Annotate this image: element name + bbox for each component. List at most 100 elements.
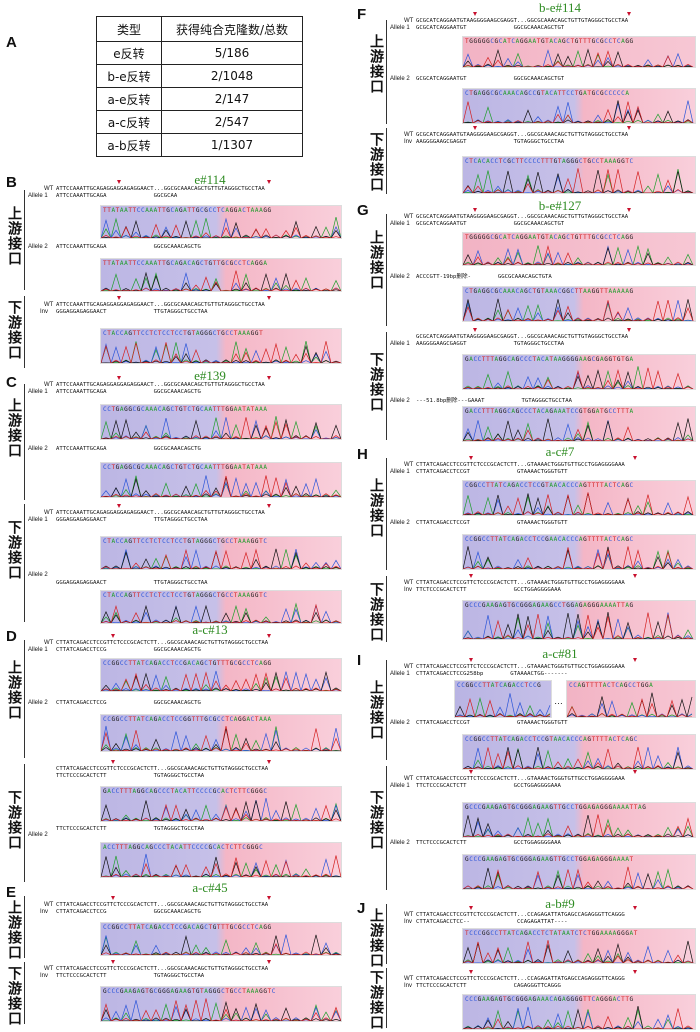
chromatogram-waveform — [463, 746, 694, 769]
wt-label: WT — [44, 640, 54, 646]
table-row: a-b反转 1/1307 — [96, 133, 303, 157]
chromatogram-curve — [463, 1008, 694, 1029]
chromatogram-curve — [101, 417, 341, 439]
chromatogram-curve — [101, 223, 341, 238]
sequence-allele2: ATTCCAAATTGCAGA GGCGCAAACAGCTG — [56, 244, 201, 250]
chromatogram-waveform — [463, 48, 694, 67]
sequence-wt: CTTATCAGACCTCCGTTCTCCCGCACTCTT...GGCGCAA… — [56, 902, 269, 908]
sequence-allele2: GCGCATCAGGAATGT GGCGCAAACAGCTGT — [416, 76, 565, 82]
side-label-down: 下游接口 — [6, 966, 22, 1026]
chromatogram-curve — [463, 244, 694, 265]
chromatogram-waveform — [101, 670, 341, 691]
chromatogram-trace: CCGGCCTTATCAGACCTCCGGTTTGCGCCTCAGGACTAAA — [100, 714, 342, 752]
sequence-allele1: AAGGGGAAGCGAGGT TGTAGGGCTGCCTAA — [416, 341, 565, 347]
table-row: e反转 5/186 — [96, 41, 303, 65]
sequence-wt: GCGCATCAGGAATGTAAGGGGAAGCGAGGT...GGCGCAA… — [416, 334, 629, 340]
side-divider — [386, 576, 387, 642]
side-label-up: 上游接口 — [368, 34, 384, 94]
cut-site-marker — [267, 760, 271, 764]
chromatogram-trace: CCTGAGGCGCAAACAGCTGTCTGCAATTTGGAATATAAA — [100, 462, 342, 498]
inv-label: Inv — [404, 983, 413, 989]
wt-label: WT — [404, 580, 414, 586]
sequence-inv: CTTATCAGACCTCCG GGCGCAAACAGCTG — [56, 909, 201, 915]
allele2-label: Allele 2 — [28, 832, 48, 838]
chromatogram-waveform — [463, 814, 694, 837]
chromatogram-curve — [101, 934, 341, 955]
sequence-inv: TTCTCCCGCACTCTT CAGAGGGTTCAGGG — [416, 983, 561, 989]
sequence-allele2: CTTATCAGACCTCCG GGCGCAAACAGCTG — [56, 700, 201, 706]
chromatogram-waveform — [463, 866, 694, 889]
trace-sequence: CCCGAAGAGTGCGGGAGAAACAGAGGGGTTCAGGGACTTG — [465, 996, 634, 1003]
chromatogram-curve — [101, 417, 341, 439]
wt-label: WT — [404, 18, 414, 24]
cut-site-marker — [473, 328, 477, 332]
chromatogram-curve — [463, 546, 694, 569]
chromatogram-waveform — [463, 492, 694, 515]
chromatogram-curve — [463, 300, 694, 321]
chromatogram-trace: CCGGCCTTATCAGACCTCCG — [454, 680, 552, 718]
side-divider — [24, 640, 25, 758]
trace-sequence: CGGCCTTATCAGACCTCCGTAACACCCAGTTTTACTCAGC — [465, 482, 634, 489]
table-row: a-e反转 2/147 — [96, 87, 303, 111]
sequence-wt: GCGCATCAGGAATGTAAGGGGAAGCGAGGT...GGCGCAA… — [416, 18, 629, 24]
chromatogram-waveform — [463, 298, 694, 321]
trace-sequence: TCCCGGCCTTATCAGACCTCTATAATCTCTGGAAAAGGGA… — [465, 930, 638, 937]
table-cell: b-e反转 — [96, 64, 162, 88]
wt-label: WT — [44, 382, 54, 388]
sequence-allele1: GCGCATCAGGAATGT GGCGCAAACAGCTGT — [416, 25, 565, 31]
wt-label: WT — [44, 186, 54, 192]
sequence-wt: ATTCCAAATTGCAGAGGAGGAGAGGAACT...GGCGCAAA… — [56, 510, 265, 516]
chromatogram-curve — [463, 170, 694, 193]
side-divider — [386, 458, 387, 570]
chromatogram-curve — [463, 168, 694, 193]
chromatogram-curve — [101, 798, 341, 821]
cut-site-marker — [469, 906, 473, 910]
trace-sequence: CCGGCCTTATCAGACCTCCGTAACACCCAGTTTTACTCAG… — [465, 736, 638, 743]
trace-sequence: TGGGGGCGCATCAGGAATGTACAGCTGTTTGCGCCTCAGG — [465, 38, 634, 45]
panel-letter-d: D — [6, 628, 17, 645]
chromatogram-curve — [463, 50, 694, 67]
chromatogram-curve — [463, 1008, 694, 1029]
chromatogram-curve — [101, 855, 341, 877]
chromatogram-waveform — [463, 418, 694, 441]
allele2-label: Allele 2 — [28, 572, 48, 578]
trace-sequence: GCCCGAAGAGTGCGGGAGAAGTTGCCTGGAGAGGGAAAAT — [465, 856, 634, 863]
cut-site-marker — [111, 896, 115, 900]
allele2-label: Allele 2 — [390, 520, 410, 526]
cut-site-marker — [111, 960, 115, 964]
side-label-up: 上游接口 — [6, 206, 22, 266]
chromatogram-trace: CTACCAGTTCCTCTCCTCCTGTAGGGCTGCCTAAAGGT — [100, 328, 342, 364]
allele2-label: Allele 2 — [390, 720, 410, 726]
wt-label: WT — [404, 462, 414, 468]
table-cell: a-e反转 — [96, 87, 162, 111]
chromatogram-curve — [101, 416, 341, 439]
chromatogram-curve — [463, 366, 694, 389]
chromatogram-curve — [101, 548, 341, 569]
chromatogram-waveform — [567, 692, 693, 717]
cut-site-marker — [633, 906, 637, 910]
allele1-label: Allele 1 — [390, 221, 410, 227]
chromatogram-curve — [463, 367, 694, 389]
sequence-allele1: ATTCCAAATTGCAGA GGCGCAAACAGCTG — [56, 389, 201, 395]
chromatogram-waveform — [101, 416, 341, 439]
table-cell: e反转 — [96, 41, 162, 65]
wt-label: WT — [44, 966, 54, 972]
sequence-allele1: TTCTCCCGCACTCTT TGTAGGGCTGCCTAA — [56, 773, 205, 779]
allele1-label: Allele 1 — [390, 341, 410, 347]
sequence-allele2: ACCCGTT-19bp删除- GGCGCAAACAGCTGTA — [416, 274, 552, 280]
side-divider — [386, 20, 387, 124]
side-divider — [386, 968, 387, 1028]
chromatogram-curve — [463, 866, 694, 889]
trace-sequence: GACCTTTAGGCAGCCCTACAGAAATCCGTGGATGCCTTTA — [465, 408, 634, 415]
sequence-allele2: ATTCCAAATTGCAGA GGCGCAAACAGCTG — [56, 446, 201, 452]
chromatogram-waveform — [101, 725, 341, 751]
sequence-wt: CTTATCAGACCTCCGTTCTCCCGCACTCTT...GGCGCAA… — [56, 966, 269, 972]
sequence-wt: ATTCCAAATTGCAGAGGAGGAGAGGAACT...GGCGCAAA… — [56, 302, 265, 308]
inv-label: Inv — [404, 919, 413, 925]
chromatogram-curve — [101, 728, 341, 751]
chromatogram-waveform — [101, 853, 341, 877]
chromatogram-waveform — [463, 1006, 694, 1029]
chromatogram-curve — [463, 169, 694, 193]
allele1-label: Allele 1 — [390, 671, 410, 677]
side-divider — [24, 296, 25, 368]
